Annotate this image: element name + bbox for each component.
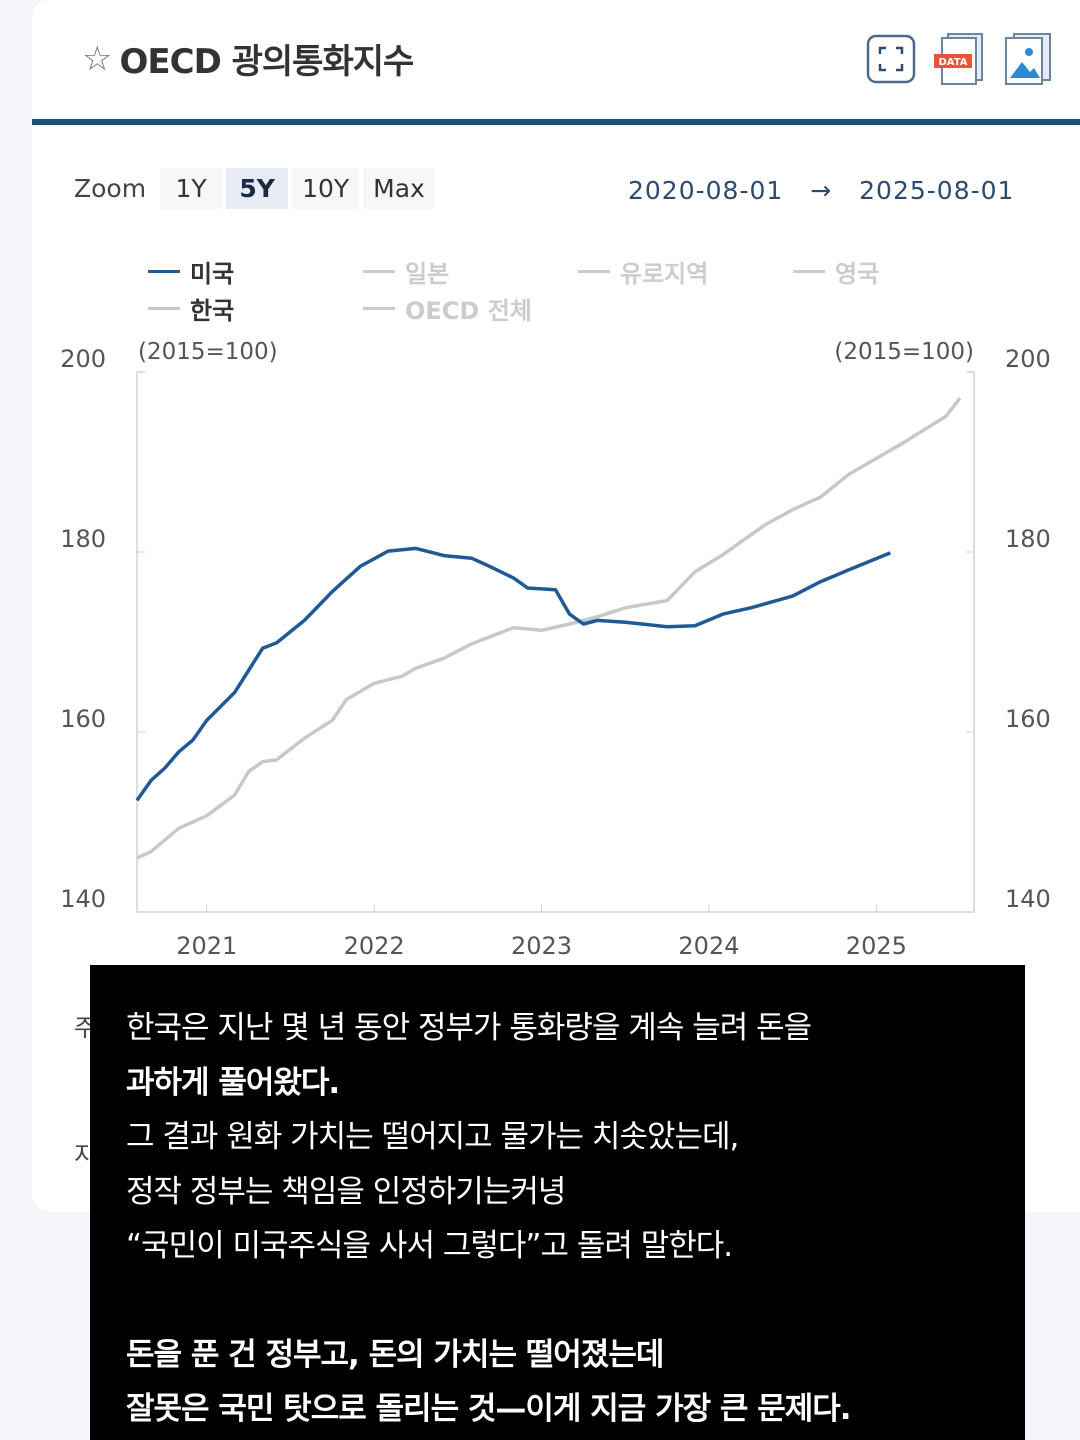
caption-line: 한국은 지난 몇 년 동안 정부가 통화량을 계속 늘려 돈을	[126, 1010, 812, 1046]
zoom-10y-button[interactable]: 10Y	[292, 168, 360, 209]
caption-overlay: 한국은 지난 몇 년 동안 정부가 통화량을 계속 늘려 돈을 과하게 풀어왔다…	[90, 965, 1025, 1440]
zoom-label: Zoom	[74, 174, 147, 203]
caption-line: 과하게 풀어왔다.	[126, 1064, 340, 1101]
range-end[interactable]: 2025-08-01	[859, 176, 1015, 205]
unit-label-right: (2015=100)	[834, 339, 974, 365]
legend-item-korea[interactable]: 한국	[148, 291, 363, 326]
y-tick-label-right: 140	[1005, 885, 1051, 913]
caption-line: 잘못은 국민 탓으로 돌리는 것—이게 지금 가장 큰 문제다.	[126, 1391, 852, 1427]
zoom-1y-button[interactable]: 1Y	[160, 168, 223, 209]
x-tick-label: 2022	[344, 932, 405, 960]
legend-item-eurozone[interactable]: 유로지역	[578, 254, 793, 289]
y-tick-label-left: 140	[60, 885, 106, 913]
x-tick-label: 2023	[511, 932, 572, 960]
zoom-controls: Zoom 1Y 5Y 10Y Max	[74, 168, 435, 209]
y-tick-label-right: 200	[1005, 345, 1051, 373]
x-tick-label: 2024	[678, 932, 739, 960]
plot-frame	[136, 371, 975, 913]
data-badge: DATA	[938, 57, 967, 68]
y-tick-label-left: 180	[60, 525, 106, 553]
caption-line: 돈을 푼 건 정부고, 돈의 가치는 떨어졌는데	[126, 1336, 664, 1373]
range-start[interactable]: 2020-08-01	[628, 176, 784, 205]
header-divider	[32, 119, 1080, 125]
line-chart: (2015=100) (2015=100) 200 200 180 180 160 160…	[60, 339, 1051, 960]
date-range: 2020-08-01 → 2025-08-01	[628, 176, 1014, 205]
caption-line: “국민이 미국주식을 사서 그렇다”고 돌려 말한다.	[126, 1228, 733, 1264]
chart-legend: 미국 일본 유로지역 영국 한국 OECD 전체	[148, 254, 943, 326]
zoom-max-button[interactable]: Max	[363, 168, 435, 209]
y-tick-label-right: 180	[1005, 525, 1051, 553]
y-tick-label-left: 160	[60, 705, 106, 733]
legend-item-uk[interactable]: 영국	[793, 254, 943, 289]
caption-line: 그 결과 원화 가치는 떨어지고 물가는 치솟았는데,	[126, 1119, 739, 1155]
legend-item-japan[interactable]: 일본	[363, 254, 578, 289]
toolbar: DATA	[866, 33, 1052, 85]
zoom-5y-button[interactable]: 5Y	[226, 168, 289, 209]
x-tick-label: 2021	[176, 932, 237, 960]
fullscreen-icon[interactable]	[866, 34, 916, 84]
series-line-korea	[136, 397, 962, 860]
series-line-us	[135, 546, 891, 802]
page-title: ☆ OECD 광의통화지수	[82, 34, 414, 83]
caption-line: 정작 정부는 책임을 인정하기는커녕	[126, 1173, 566, 1210]
title-text: OECD 광의통화지수	[119, 42, 414, 82]
y-tick-label-right: 160	[1005, 705, 1051, 733]
unit-label-left: (2015=100)	[138, 339, 278, 365]
legend-item-us[interactable]: 미국	[148, 254, 363, 289]
data-download-icon[interactable]: DATA	[934, 33, 984, 85]
caption-line	[126, 1274, 1025, 1328]
legend-item-oecd-total[interactable]: OECD 전체	[363, 291, 578, 326]
y-tick-label-left: 200	[60, 345, 106, 373]
image-download-icon[interactable]	[1002, 33, 1052, 85]
range-arrow: →	[810, 176, 833, 205]
x-tick-label: 2025	[846, 932, 907, 960]
star-icon[interactable]: ☆	[82, 38, 113, 79]
